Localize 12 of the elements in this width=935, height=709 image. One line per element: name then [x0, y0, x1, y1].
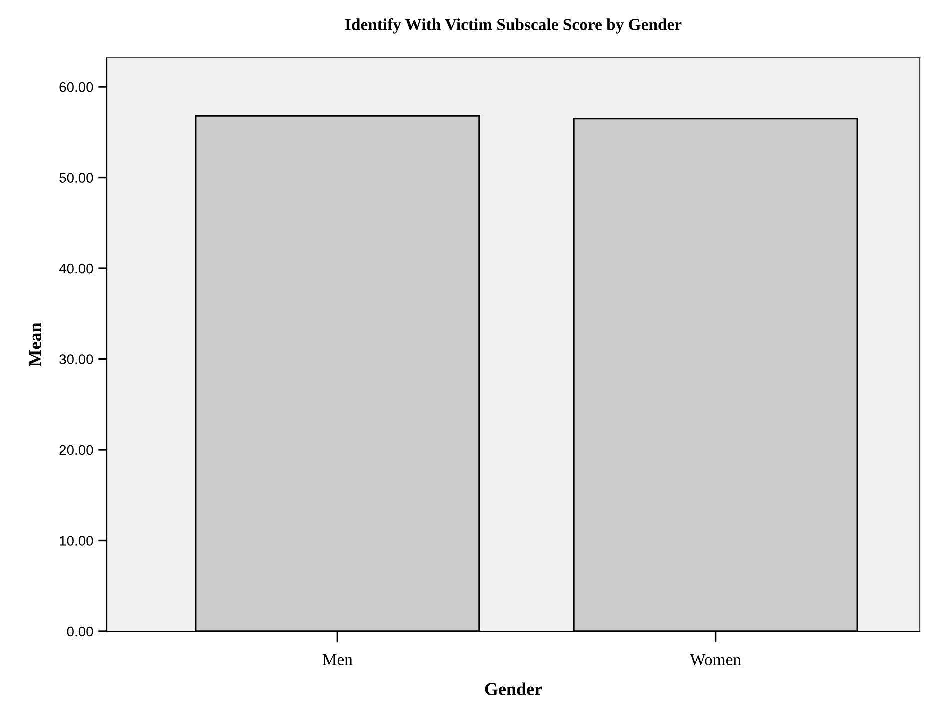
y-tick-label: 50.00	[60, 173, 94, 183]
y-tick-label: 10.00	[60, 536, 94, 546]
y-tick-label: 40.00	[59, 264, 94, 274]
y-tick-label: 30.00	[60, 354, 94, 364]
y-tick-label: 20.00	[60, 445, 94, 456]
x-tick-label: Men	[322, 654, 353, 666]
chart-title: Identify With Victim Subscale Score by Gender	[346, 18, 682, 34]
y-tick-label: 60.00	[60, 82, 94, 92]
x-axis-title: Gender	[485, 682, 542, 696]
x-tick-label: Women	[690, 654, 742, 666]
y-axis-title: Mean	[29, 322, 42, 367]
y-tick-label: 0.00	[67, 626, 94, 637]
